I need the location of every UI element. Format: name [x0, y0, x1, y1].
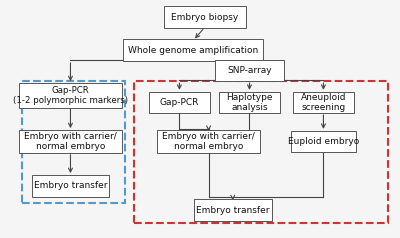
FancyBboxPatch shape — [216, 60, 284, 81]
Text: Embryo transfer: Embryo transfer — [196, 206, 270, 215]
FancyBboxPatch shape — [194, 199, 272, 221]
FancyBboxPatch shape — [293, 92, 354, 113]
FancyBboxPatch shape — [164, 6, 246, 29]
Text: Embryo with carrier/
normal embryo: Embryo with carrier/ normal embryo — [162, 132, 255, 151]
Text: Euploid embryo: Euploid embryo — [288, 137, 359, 146]
Text: Gap-PCR: Gap-PCR — [160, 98, 199, 107]
Text: Embryo transfer: Embryo transfer — [34, 181, 107, 190]
FancyBboxPatch shape — [291, 131, 356, 152]
Text: Gap-PCR
(1-2 polymorphic markers): Gap-PCR (1-2 polymorphic markers) — [13, 86, 128, 105]
FancyBboxPatch shape — [19, 83, 122, 108]
FancyBboxPatch shape — [219, 92, 280, 113]
FancyBboxPatch shape — [149, 92, 210, 113]
Text: Haplotype
analysis: Haplotype analysis — [226, 93, 273, 112]
Text: Embryo with carrier/
normal embryo: Embryo with carrier/ normal embryo — [24, 132, 117, 151]
Text: Aneuploid
screening: Aneuploid screening — [301, 93, 346, 112]
FancyBboxPatch shape — [32, 175, 109, 197]
FancyBboxPatch shape — [157, 130, 260, 153]
Text: Whole genome amplification: Whole genome amplification — [128, 46, 258, 55]
Text: Embryo biopsy: Embryo biopsy — [171, 13, 238, 22]
FancyBboxPatch shape — [123, 40, 263, 61]
FancyBboxPatch shape — [19, 130, 122, 153]
Text: SNP-array: SNP-array — [227, 66, 272, 75]
